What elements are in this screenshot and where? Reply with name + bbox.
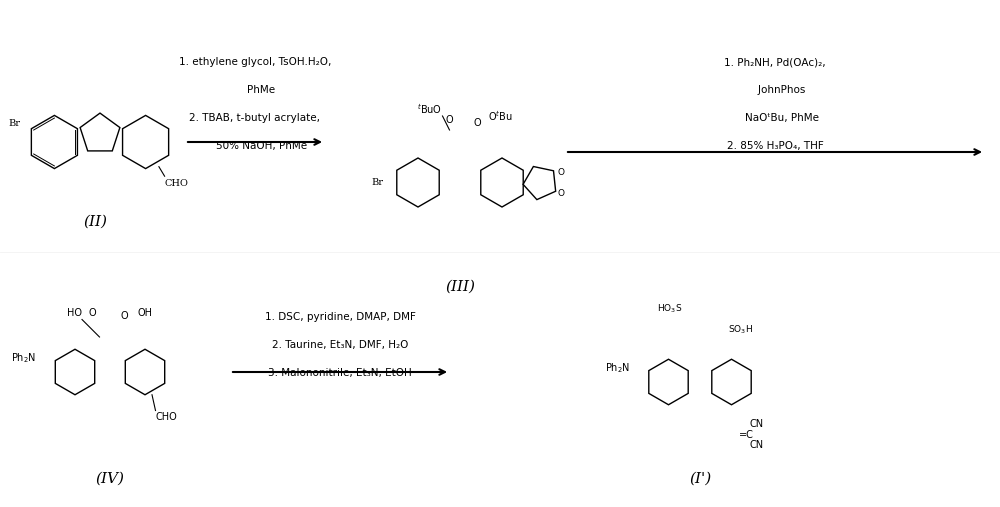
Text: OH: OH	[138, 308, 153, 317]
Text: 3. Malononitrile, Et₃N, EtOH: 3. Malononitrile, Et₃N, EtOH	[268, 368, 412, 378]
Text: Br: Br	[8, 119, 20, 127]
Text: 2. Taurine, Et₃N, DMF, H₂O: 2. Taurine, Et₃N, DMF, H₂O	[272, 340, 408, 350]
Text: O$^t$Bu: O$^t$Bu	[488, 109, 513, 123]
Text: CN: CN	[749, 440, 763, 450]
Text: (IV): (IV)	[96, 472, 125, 486]
Text: O: O	[120, 311, 128, 321]
Text: CHO: CHO	[165, 179, 188, 188]
Text: O: O	[446, 115, 453, 125]
Text: 1. Ph₂NH, Pd(OAc)₂,: 1. Ph₂NH, Pd(OAc)₂,	[724, 57, 826, 67]
Text: JohnPhos: JohnPhos	[745, 85, 805, 95]
Text: =C: =C	[739, 429, 753, 440]
Text: (I'): (I')	[689, 472, 711, 486]
Text: Ph$_2$N: Ph$_2$N	[605, 361, 630, 375]
Text: PhMe: PhMe	[234, 85, 276, 95]
Text: O: O	[558, 167, 565, 176]
Text: HO: HO	[67, 308, 82, 317]
Text: HO$_3$S: HO$_3$S	[657, 302, 682, 315]
Text: NaOᵗBu, PhMe: NaOᵗBu, PhMe	[732, 113, 818, 123]
Text: 1. ethylene glycol, TsOH.H₂O,: 1. ethylene glycol, TsOH.H₂O,	[179, 57, 331, 67]
Text: O: O	[558, 189, 565, 198]
Text: 50% NaOH, PhMe: 50% NaOH, PhMe	[203, 141, 307, 151]
Text: 1. DSC, pyridine, DMAP, DMF: 1. DSC, pyridine, DMAP, DMF	[265, 312, 415, 322]
Text: Ph$_2$N: Ph$_2$N	[11, 351, 37, 365]
Text: Br: Br	[371, 178, 383, 187]
Text: SO$_3$H: SO$_3$H	[728, 323, 753, 336]
Text: 2. 85% H₃PO₄, THF: 2. 85% H₃PO₄, THF	[727, 141, 823, 151]
Text: O: O	[474, 118, 481, 128]
Text: (II): (II)	[83, 215, 107, 229]
Text: CHO: CHO	[156, 413, 177, 422]
Text: O: O	[89, 308, 96, 317]
Text: (III): (III)	[445, 280, 475, 294]
Text: $^t$BuO: $^t$BuO	[417, 102, 442, 116]
Text: 2. TBAB, t-butyl acrylate,: 2. TBAB, t-butyl acrylate,	[189, 113, 320, 123]
Text: CN: CN	[749, 419, 763, 429]
